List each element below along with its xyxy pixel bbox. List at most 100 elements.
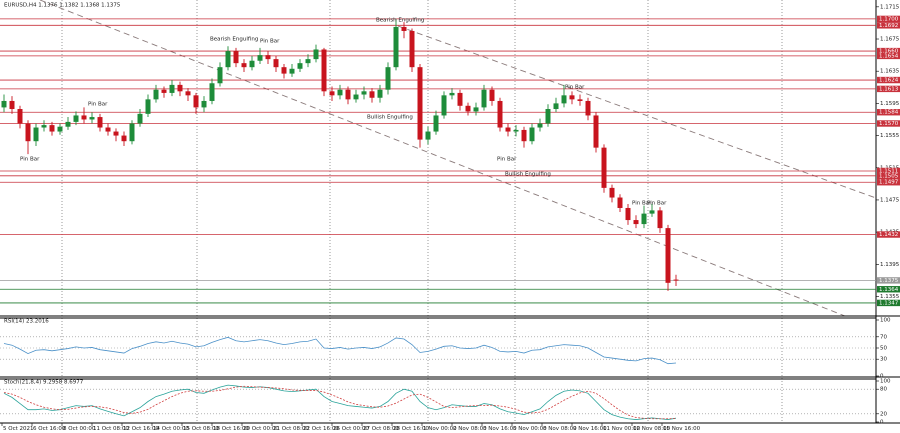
candle-body	[529, 127, 535, 142]
y-tick-label: 1.1595	[880, 101, 900, 107]
candle-body	[25, 123, 31, 142]
level-label-box	[877, 172, 900, 179]
y-tick-label: 80	[880, 387, 887, 393]
candle-body	[153, 89, 159, 100]
x-tick-label: 6 Oct 16:00	[33, 426, 66, 432]
candle-body	[209, 83, 215, 101]
level-label-box	[877, 120, 900, 127]
candle-body	[57, 126, 63, 132]
level-label: 1.1432	[879, 232, 898, 238]
candle-body	[425, 131, 431, 140]
x-tick-label: 8 Oct 00:00	[63, 426, 96, 432]
frames	[0, 0, 900, 424]
candle-body	[441, 95, 447, 116]
candle-body	[665, 228, 671, 283]
candle-body	[337, 89, 343, 96]
level-label: 1.1497	[879, 180, 899, 186]
candle-body	[113, 131, 119, 136]
candle-body	[345, 89, 351, 100]
pattern-annotation: Bearish Engulfing	[210, 37, 258, 43]
candle-body	[313, 49, 319, 60]
pattern-annotation: Pin Bar	[647, 201, 667, 207]
candle-body	[17, 109, 23, 124]
candle-body	[177, 84, 183, 92]
level-label: 1.1700	[879, 16, 899, 22]
candle-body	[249, 60, 255, 68]
candle-body	[473, 107, 479, 112]
candle-body	[329, 91, 335, 96]
candle-body	[449, 92, 455, 96]
pattern-annotation: Pin Bar	[20, 157, 40, 163]
candle-body	[577, 99, 583, 101]
pattern-annotation: Pin Bar	[497, 157, 517, 163]
level-label: 1.1654	[879, 53, 899, 59]
candle-body	[81, 115, 87, 120]
x-tick-label: 11 Oct 08:00	[93, 426, 129, 432]
candle-body	[161, 89, 167, 93]
x-tick-label: 28 Oct 16:00	[393, 426, 429, 432]
candle-body	[289, 68, 295, 74]
x-tick-label: 15 Oct 08:00	[183, 426, 219, 432]
candle-body	[393, 26, 399, 68]
level-label-box	[877, 231, 900, 238]
candle-body	[281, 67, 287, 74]
candle-body	[489, 89, 495, 101]
x-tick-label: 1 Nov 00:00	[423, 426, 457, 432]
x-tick-label: 14 Oct 00:00	[153, 426, 189, 432]
pattern-annotation: Bullish Engulfing	[367, 115, 413, 121]
candle-body	[361, 91, 367, 95]
x-tick-label: 8 Nov 08:00	[543, 426, 577, 432]
candle-body	[505, 127, 511, 132]
level-label-box	[877, 15, 900, 23]
candle-body	[553, 103, 559, 110]
rsi-title: RSI(14) 23.2016	[4, 319, 49, 325]
candle-body	[625, 207, 631, 221]
candle-body	[657, 210, 663, 229]
level-label-box	[877, 299, 900, 307]
candle-body	[321, 49, 327, 92]
candle-body	[129, 123, 135, 142]
level-label-box	[877, 109, 900, 116]
candle-body	[521, 129, 527, 142]
candle-body	[585, 100, 591, 116]
level-label: 1.1624	[879, 78, 899, 84]
candle-body	[513, 129, 519, 132]
candle-body	[89, 117, 95, 120]
candle-body	[465, 105, 471, 112]
x-tick-label: 12 Oct 16:00	[123, 426, 159, 432]
pattern-annotation: Bearish Engulfing	[376, 18, 424, 24]
level-label: 1.1347	[879, 300, 899, 306]
y-tick-label: 0	[880, 420, 884, 426]
y-tick-label: 0	[880, 374, 884, 380]
stoch-title: Stoch(21,8,4) 9.2958 8.6977	[4, 380, 84, 386]
candle-body	[497, 100, 503, 128]
trend-line-lower	[39, 0, 846, 317]
pattern-annotation: Bullish Engulfing	[505, 172, 551, 178]
x-tick-label: 26 Oct 00:00	[333, 426, 369, 432]
candle-body	[121, 135, 127, 142]
candle-body	[201, 100, 207, 108]
candle-body	[609, 187, 615, 198]
x-tick-label: 2 Nov 08:00	[453, 426, 487, 432]
level-label: 1.1505	[879, 173, 899, 179]
level-label-box	[877, 76, 900, 84]
candle-body	[649, 210, 655, 214]
candle-body	[377, 89, 383, 98]
pattern-annotation: Pin Bar	[260, 39, 280, 45]
candle-body	[641, 213, 647, 225]
candle-body	[601, 147, 607, 188]
level-label: 1.1364	[879, 287, 899, 293]
level-label-box	[877, 167, 900, 175]
candle-body	[65, 121, 71, 127]
x-tick-label: 18 Oct 16:00	[213, 426, 249, 432]
candle-body	[217, 67, 223, 84]
level-label-box	[877, 179, 900, 186]
candle-body	[233, 51, 239, 64]
y-tick-label: 70	[880, 334, 887, 340]
x-tick-label: 21 Oct 08:00	[273, 426, 309, 432]
candle-body	[457, 92, 463, 106]
candle-body	[561, 95, 567, 104]
level-label-box	[877, 47, 900, 55]
candle-body	[569, 95, 575, 100]
